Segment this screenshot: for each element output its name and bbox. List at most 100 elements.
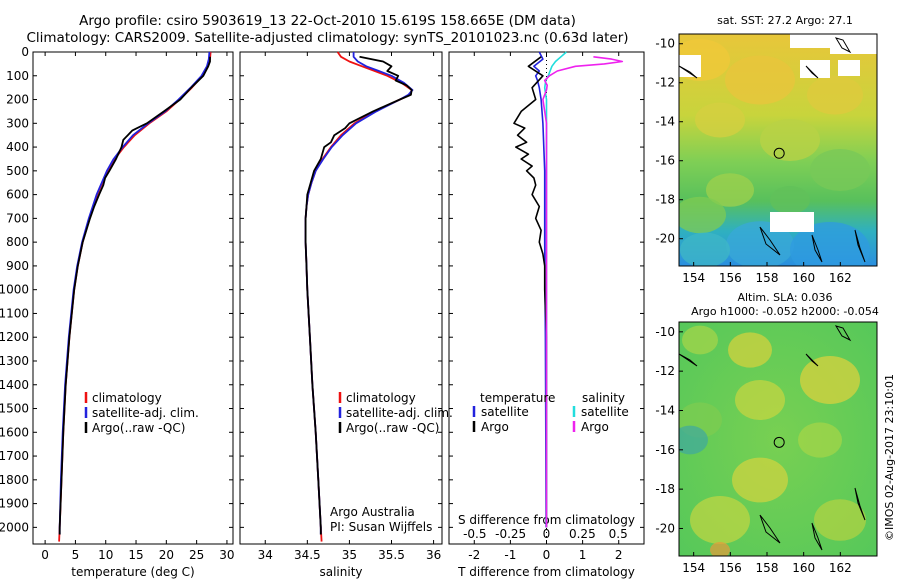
x-tick-label-1: 5 (72, 548, 80, 562)
map-frame-2 (678, 321, 878, 557)
coastline (811, 234, 823, 263)
depth-tick-label: 500 (6, 164, 29, 178)
depth-tick-label: 1900 (0, 497, 29, 511)
lat-tick-label-2: -18 (655, 482, 675, 496)
temp-argo-line (58, 56, 211, 535)
missing-data (790, 34, 830, 48)
missing-data (838, 60, 860, 76)
lon-tick-label-2: 160 (792, 561, 815, 575)
t-diff-argo-line (513, 56, 548, 528)
lon-tick-label-2: 162 (829, 561, 852, 575)
s-diff-satellite-line (543, 51, 567, 528)
depth-tick-label: 1700 (0, 449, 29, 463)
t-diff-xlabel: T difference from climatology (457, 565, 635, 579)
s-diff-tick-label: -0.25 (495, 527, 526, 541)
x-tick-label-1: 10 (98, 548, 113, 562)
x-tick-label-1: 0 (41, 548, 49, 562)
x-tick-label-1: 15 (128, 548, 143, 562)
map-frame-1 (678, 33, 878, 267)
x-tick-label-2: 36 (426, 548, 441, 562)
missing-data (770, 212, 814, 232)
annotation-line1: Argo Australia (330, 505, 415, 519)
sst-patch (726, 221, 794, 266)
depth-tick-label: 600 (6, 188, 29, 202)
sla-map-subtitle: Argo h1000: -0.052 h2000: -0.054 (691, 305, 879, 318)
sal-satellite-line (304, 52, 414, 535)
depth-tick-label: 1400 (0, 378, 29, 392)
panel-frame-1 (32, 51, 234, 545)
t-diff-tick-label: 0 (543, 548, 551, 562)
depth-tick-label: 1300 (0, 354, 29, 368)
t-diff-tick-label: -2 (468, 548, 480, 562)
x-tick-label-2: 35.5 (378, 548, 405, 562)
lat-tick-label-1: -18 (655, 193, 675, 207)
missing-data (800, 60, 830, 78)
depth-tick-label: 400 (6, 140, 29, 154)
depth-tick-label: 1000 (0, 283, 29, 297)
missing-data (830, 34, 877, 54)
temperature-xlabel: temperature (deg C) (71, 565, 194, 579)
lon-tick-label-2: 158 (756, 561, 779, 575)
coastline (854, 229, 866, 263)
s-diff-tick-label: 0.5 (609, 527, 628, 541)
depth-tick-label: 800 (6, 235, 29, 249)
sla-patch (682, 325, 718, 355)
sla-patch (814, 499, 866, 541)
depth-tick-label: 700 (6, 211, 29, 225)
sla-patch (710, 542, 730, 556)
figure-title-line1: Argo profile: csiro 5903619_13 22-Oct-20… (79, 13, 576, 29)
sla-patch (732, 457, 788, 503)
sst-patch (807, 75, 863, 115)
legend-label: Argo(..raw -QC) (346, 421, 439, 435)
x-tick-label-1: 20 (159, 548, 174, 562)
lat-tick-label-1: -12 (655, 76, 675, 90)
lat-tick-label-2: -16 (655, 443, 675, 457)
lon-tick-label-1: 154 (682, 271, 705, 285)
x-tick-label-1: 30 (219, 548, 234, 562)
sal-climatology-line (304, 51, 413, 542)
lat-tick-label-1: -20 (655, 232, 675, 246)
depth-tick-label: 1100 (0, 306, 29, 320)
lon-tick-label-2: 156 (719, 561, 742, 575)
x-tick-label-2: 34 (258, 548, 273, 562)
lon-tick-label-1: 160 (792, 271, 815, 285)
sst-patch (760, 119, 820, 161)
legend-header-temperature: temperature (480, 391, 555, 405)
sla-patch (690, 496, 750, 544)
legend-label: climatology (92, 391, 162, 405)
s-diff-tick-label: -0.5 (463, 527, 486, 541)
legend-label: satellite-adj. clim. (92, 406, 199, 420)
sla-patch (728, 332, 772, 368)
legend-label: climatology (346, 391, 416, 405)
sst-patch (810, 149, 870, 191)
t-diff-tick-label: 2 (615, 548, 623, 562)
map-panels: 154 156 158 160 162 -10 -12 -14 -16 -18 -20 154 156 1… (655, 33, 878, 575)
legend-label: satellite-adj. clim. (346, 406, 453, 420)
sst-patch (790, 222, 870, 266)
legend-label: satellite (481, 405, 529, 419)
sla-patch (679, 425, 708, 455)
depth-tick-label: 1200 (0, 330, 29, 344)
depth-tick-label: 100 (6, 69, 29, 83)
profile-location-marker (773, 147, 785, 159)
coastline (679, 65, 698, 79)
coastline (834, 325, 852, 342)
lon-tick-label-1: 162 (829, 271, 852, 285)
sal-argo-line (304, 55, 413, 535)
missing-data (679, 55, 701, 77)
depth-tick-label: 0 (21, 45, 29, 59)
lon-tick-label-1: 158 (756, 271, 779, 285)
sst-patch (770, 186, 810, 214)
x-tick-label-2: 34.5 (294, 548, 321, 562)
lat-tick-label-1: -10 (655, 37, 675, 51)
x-tick-label-2: 35 (342, 548, 357, 562)
depth-tick-label: 1500 (0, 402, 29, 416)
t-diff-tick-label: 1 (579, 548, 587, 562)
temp-climatology-line (58, 51, 212, 542)
panel-frame-2 (239, 51, 443, 545)
coastline (854, 487, 866, 521)
map-field-1 (679, 34, 877, 266)
sla-patch (735, 380, 785, 420)
depth-tick-label: 200 (6, 93, 29, 107)
